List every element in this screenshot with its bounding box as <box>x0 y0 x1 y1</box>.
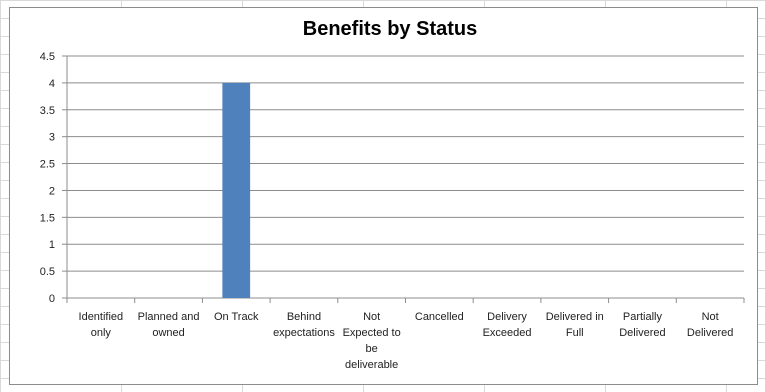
y-tick-label: 2.5 <box>40 159 55 171</box>
y-tick-label: 4.5 <box>40 51 55 63</box>
x-tick-label: Partially <box>623 311 663 323</box>
y-tick-label: 0 <box>49 293 55 305</box>
x-tick-label: Delivered <box>687 327 733 339</box>
x-tick-label: Full <box>566 327 584 339</box>
x-tick-label: owned <box>152 327 184 339</box>
y-tick-label: 0.5 <box>40 266 55 278</box>
y-tick-label: 3 <box>49 132 55 144</box>
x-tick-label: Delivered <box>619 327 665 339</box>
chart-area[interactable] <box>9 7 758 385</box>
y-tick-label: 3.5 <box>40 105 55 117</box>
x-tick-label: deliverable <box>345 359 398 371</box>
x-tick-label: Not <box>363 311 380 323</box>
x-tick-label: On Track <box>214 311 259 323</box>
y-tick-label: 1 <box>49 239 55 251</box>
y-tick-label: 1.5 <box>40 212 55 224</box>
y-tick-label: 2 <box>49 185 55 197</box>
x-tick-label: Identified <box>79 311 124 323</box>
x-tick-label: Delivered in <box>546 311 604 323</box>
x-tick-label: Behind <box>287 311 321 323</box>
x-tick-label: Not <box>702 311 719 323</box>
bar <box>222 82 251 298</box>
chart-title: Benefits by Status <box>302 18 478 40</box>
x-tick-label: Cancelled <box>415 311 464 323</box>
x-tick-label: Expected to <box>343 327 401 339</box>
x-tick-label: expectations <box>273 327 335 339</box>
x-tick-label: only <box>91 327 112 339</box>
x-tick-label: Exceeded <box>483 327 532 339</box>
x-tick-label: Planned and <box>138 311 200 323</box>
y-tick-label: 4 <box>49 78 55 90</box>
x-tick-label: be <box>366 343 378 355</box>
x-tick-label: Delivery <box>487 311 527 323</box>
